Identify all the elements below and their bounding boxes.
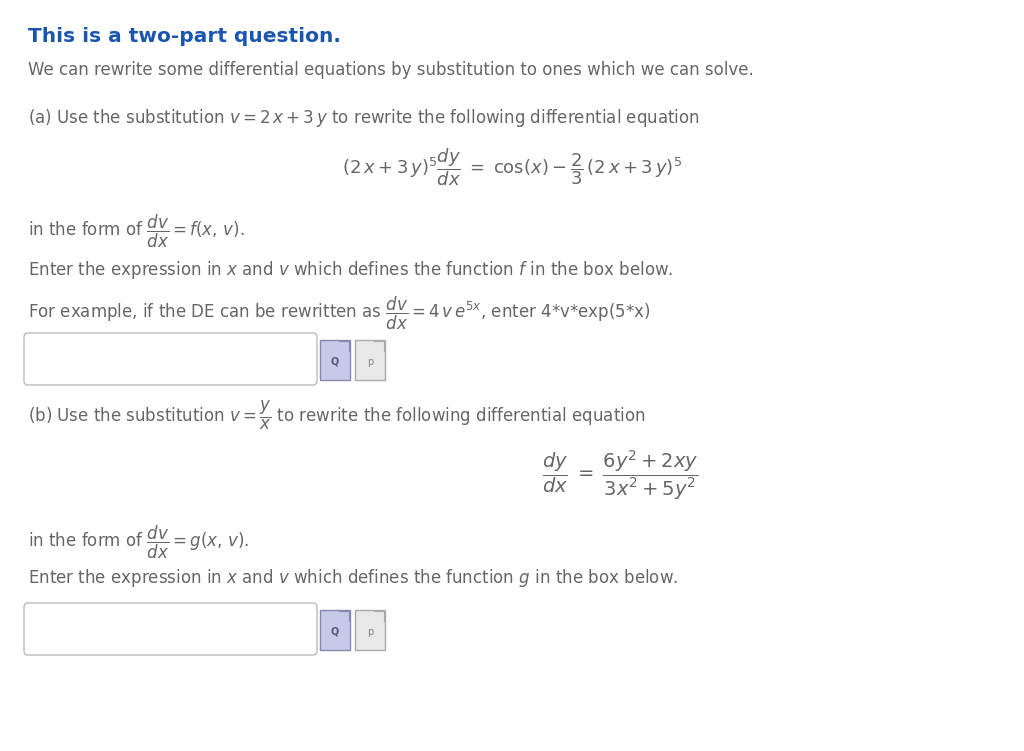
Text: in the form of $\dfrac{dv}{dx} = g(x,\,v)$.: in the form of $\dfrac{dv}{dx} = g(x,\,v… [28,524,250,561]
Text: For example, if the DE can be rewritten as $\dfrac{dv}{dx} = 4\,v\,e^{5x}$, ente: For example, if the DE can be rewritten … [28,295,650,332]
Text: Q: Q [331,357,339,367]
FancyBboxPatch shape [355,610,385,650]
FancyBboxPatch shape [24,603,317,655]
FancyBboxPatch shape [24,333,317,385]
Text: (b) Use the substitution $v = \dfrac{y}{x}$ to rewrite the following differentia: (b) Use the substitution $v = \dfrac{y}{… [28,399,645,433]
Text: Enter the expression in $x$ and $v$ which defines the function $g$ in the box be: Enter the expression in $x$ and $v$ whic… [28,567,678,589]
FancyBboxPatch shape [319,340,350,380]
Text: p: p [367,357,373,367]
Text: p: p [367,627,373,637]
Text: Q: Q [331,627,339,637]
Text: (a) Use the substitution $v = 2\,x + 3\,y$ to rewrite the following differential: (a) Use the substitution $v = 2\,x + 3\,… [28,107,699,129]
Text: Enter the expression in $x$ and $v$ which defines the function $f$ in the box be: Enter the expression in $x$ and $v$ whic… [28,259,674,281]
FancyBboxPatch shape [355,340,385,380]
Text: in the form of $\dfrac{dv}{dx} = f(x,\,v)$.: in the form of $\dfrac{dv}{dx} = f(x,\,v… [28,213,245,250]
Text: We can rewrite some differential equations by substitution to ones which we can : We can rewrite some differential equatio… [28,61,754,79]
FancyBboxPatch shape [319,610,350,650]
Text: $\dfrac{dy}{dx} \;=\; \dfrac{6y^2+2xy}{3x^2+5y^2}$: $\dfrac{dy}{dx} \;=\; \dfrac{6y^2+2xy}{3… [542,449,698,502]
Text: This is a two-part question.: This is a two-part question. [28,27,341,46]
Text: $(2\,x + 3\,y)^5\dfrac{dy}{dx} \;=\; \cos(x) - \dfrac{2}{3}\,(2\,x + 3\,y)^5$: $(2\,x + 3\,y)^5\dfrac{dy}{dx} \;=\; \co… [342,146,682,188]
